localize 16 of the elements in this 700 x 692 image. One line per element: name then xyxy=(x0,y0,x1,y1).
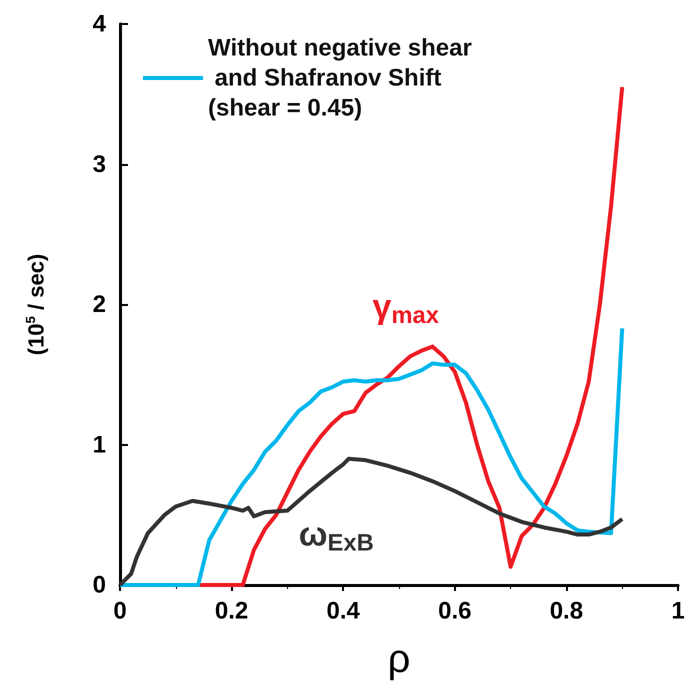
y-tick-label: 3 xyxy=(92,150,106,178)
x-tick-label: 0.2 xyxy=(214,598,248,624)
y-tick-label: 1 xyxy=(92,431,106,458)
line-series xyxy=(118,326,624,587)
x-tick-label: 0.4 xyxy=(326,598,361,624)
legend-label: Without negative shear and Shafranov Shift (shear = 0.45) xyxy=(208,34,472,122)
x-axis-title: ρ xyxy=(388,637,410,681)
x-tick-label: 0.8 xyxy=(550,598,584,624)
y-tick-label: 4 xyxy=(92,10,107,38)
y-tick-label: 0 xyxy=(92,572,106,598)
y-axis-title: (105 / sec) xyxy=(23,254,48,356)
x-tick-label: 1 xyxy=(671,598,685,624)
line-series xyxy=(118,456,624,587)
x-tick-label: 0 xyxy=(113,598,127,624)
y-tick-label: 2 xyxy=(92,291,106,318)
x-tick-label: 0.6 xyxy=(438,598,472,624)
